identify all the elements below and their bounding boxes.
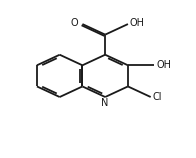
Text: Cl: Cl xyxy=(153,92,162,102)
Text: N: N xyxy=(102,98,109,108)
Text: O: O xyxy=(71,18,79,28)
Text: OH: OH xyxy=(156,60,171,70)
Text: OH: OH xyxy=(130,18,145,28)
